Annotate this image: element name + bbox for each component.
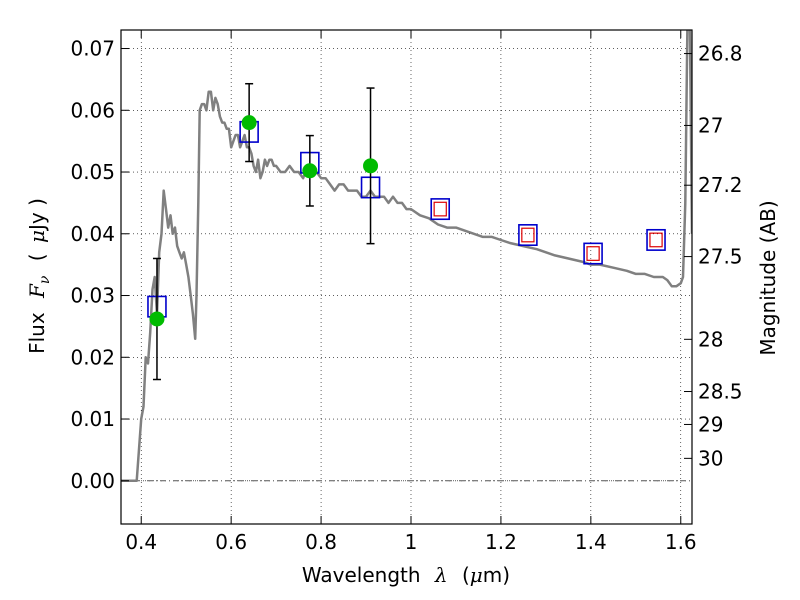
model-photometry-box	[518, 224, 538, 246]
plot-frame	[120, 29, 693, 525]
red-marker-box	[586, 246, 600, 261]
y-axis-label-subscript: ν	[37, 275, 53, 284]
observed-point	[363, 158, 379, 174]
x-tick-label: 0.6	[215, 530, 247, 554]
x-axis-label-units-mu: μ	[470, 563, 483, 587]
red-marker-box	[521, 227, 535, 243]
y2-tick-label: 28	[698, 327, 723, 351]
y-axis-label-units-mu: μ	[25, 230, 49, 243]
x-axis-label-units-open: (	[462, 563, 470, 587]
y2-tick-label: 27.5	[698, 245, 743, 269]
x-axis-label-units-rest: m)	[483, 563, 510, 587]
x-tick-label: 1.2	[485, 530, 517, 554]
y-tick-label: 0.07	[70, 37, 115, 61]
data-markers	[147, 82, 666, 381]
red-marker-box	[649, 232, 663, 248]
observed-point	[241, 115, 257, 131]
y2-tick-label: 28.5	[698, 380, 743, 404]
axis-ticks: 0.4 0.6 0.8 1 1.2 1.4 1.6 0.00 0.01 0.02 0.03 0.04 0…	[70, 30, 743, 554]
x-axis-label: Wavelength λ (μm)	[302, 563, 510, 587]
y2-tick-label: 26.8	[698, 42, 743, 66]
y-tick-label: 0.01	[70, 407, 115, 431]
y-tick-label: 0.04	[70, 222, 115, 246]
x-tick-label: 0.8	[305, 530, 337, 554]
y-tick-label: 0.02	[70, 345, 115, 369]
x-tick-label: 0.4	[125, 530, 157, 554]
x-tick-label: 1	[405, 530, 418, 554]
x-tick-label: 1.4	[575, 530, 607, 554]
y-axis-label-units-rest: Jy )	[25, 198, 49, 232]
observed-point	[149, 311, 165, 327]
y2-axis-label: Magnitude (AB)	[756, 200, 780, 355]
y-axis-label-units-open: (	[25, 253, 49, 261]
x-tick-label: 1.6	[665, 530, 697, 554]
y-axis-label-prefix: Flux	[25, 312, 49, 354]
y-axis-label-symbol: F	[25, 283, 49, 299]
model-photometry-box	[583, 242, 603, 265]
y2-tick-label: 30	[698, 446, 723, 470]
model-photometry-box	[430, 198, 451, 221]
y-axis-label: Flux Fν ( μJy )	[25, 198, 54, 354]
y2-tick-label: 27.2	[698, 173, 743, 197]
y-tick-label: 0.03	[70, 284, 115, 308]
y-tick-label: 0.00	[70, 469, 115, 493]
red-marker-box	[433, 201, 447, 217]
y2-tick-label: 29	[698, 412, 723, 436]
y-tick-label: 0.05	[70, 160, 115, 184]
x-axis-label-symbol: λ	[434, 563, 448, 587]
y-tick-label: 0.06	[70, 98, 115, 122]
model-photometry-box	[646, 228, 666, 251]
model-spectrum-line	[121, 30, 692, 483]
y2-tick-label: 27	[698, 113, 723, 137]
x-axis-label-prefix: Wavelength	[302, 563, 421, 587]
observed-point	[302, 163, 318, 179]
